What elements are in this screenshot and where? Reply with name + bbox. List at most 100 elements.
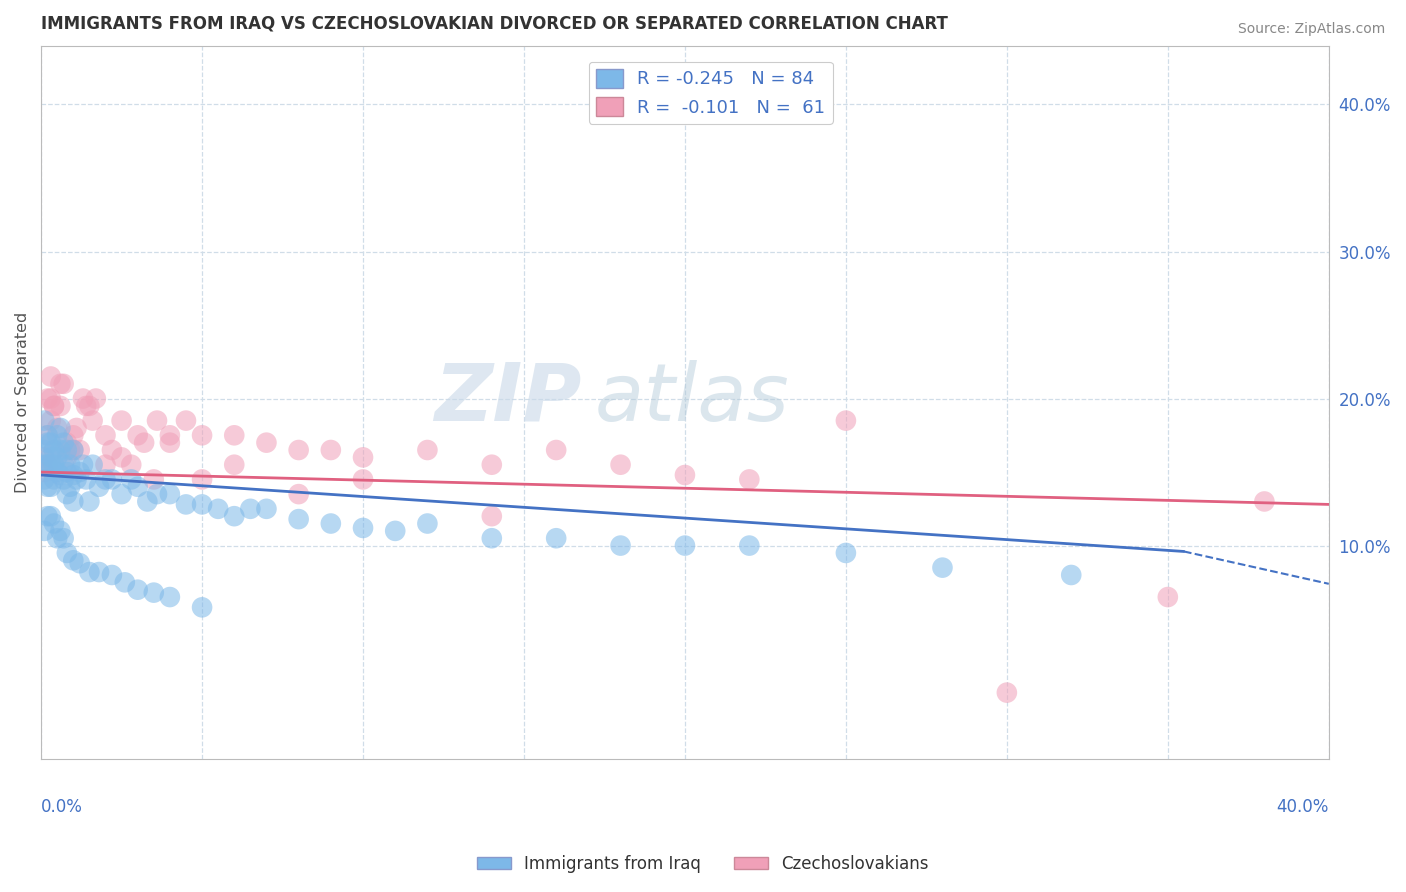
Point <box>42 399 65 413</box>
Point <box>110 414 132 428</box>
Point <box>416 442 439 457</box>
Point <box>52 531 75 545</box>
Point <box>159 487 181 501</box>
Y-axis label: Divorced or Separated: Divorced or Separated <box>15 311 30 493</box>
Point <box>352 450 374 465</box>
Point <box>546 531 568 545</box>
Point <box>34 524 56 538</box>
Point <box>84 392 107 406</box>
Point <box>69 556 91 570</box>
Point <box>120 458 142 472</box>
Point <box>481 509 503 524</box>
Point <box>114 575 136 590</box>
Point <box>42 442 65 457</box>
Point <box>101 568 124 582</box>
Point <box>42 472 65 486</box>
Point <box>191 472 214 486</box>
Point <box>34 458 56 472</box>
Point <box>49 421 72 435</box>
Point <box>69 465 91 479</box>
Point <box>37 509 59 524</box>
Point <box>37 428 59 442</box>
Point <box>79 494 101 508</box>
Point <box>49 468 72 483</box>
Point <box>56 435 79 450</box>
Point <box>142 472 165 486</box>
Point <box>1157 590 1180 604</box>
Point <box>738 539 761 553</box>
Point <box>39 509 62 524</box>
Point <box>287 487 309 501</box>
Point <box>127 582 149 597</box>
Text: ZIP: ZIP <box>434 359 582 438</box>
Point <box>673 468 696 483</box>
Point <box>65 472 87 486</box>
Point <box>835 546 858 560</box>
Point <box>62 442 84 457</box>
Point <box>34 442 56 457</box>
Point <box>134 435 156 450</box>
Point <box>39 414 62 428</box>
Point <box>42 516 65 531</box>
Point <box>94 428 117 442</box>
Point <box>191 600 214 615</box>
Point <box>224 428 246 442</box>
Point <box>56 465 79 479</box>
Point <box>39 369 62 384</box>
Point <box>673 539 696 553</box>
Point <box>352 472 374 486</box>
Point <box>94 472 117 486</box>
Legend: Immigrants from Iraq, Czechoslovakians: Immigrants from Iraq, Czechoslovakians <box>471 848 935 880</box>
Point <box>79 399 101 413</box>
Point <box>72 458 94 472</box>
Point <box>1060 568 1083 582</box>
Point <box>46 465 69 479</box>
Point <box>62 442 84 457</box>
Point <box>609 539 631 553</box>
Point <box>224 509 246 524</box>
Point <box>416 516 439 531</box>
Point <box>319 442 342 457</box>
Point <box>159 428 181 442</box>
Point <box>49 442 72 457</box>
Text: atlas: atlas <box>595 359 790 438</box>
Point <box>62 553 84 567</box>
Point <box>174 414 197 428</box>
Point <box>46 450 69 465</box>
Point <box>62 428 84 442</box>
Point <box>46 421 69 435</box>
Point <box>37 458 59 472</box>
Point <box>34 465 56 479</box>
Point <box>39 435 62 450</box>
Point <box>352 521 374 535</box>
Point <box>1253 494 1275 508</box>
Point <box>127 428 149 442</box>
Point <box>101 442 124 457</box>
Point <box>65 421 87 435</box>
Point <box>37 428 59 442</box>
Point <box>191 497 214 511</box>
Point <box>159 435 181 450</box>
Point <box>319 516 342 531</box>
Point <box>239 501 262 516</box>
Point <box>56 442 79 457</box>
Point <box>931 560 953 574</box>
Point <box>62 494 84 508</box>
Point <box>59 442 82 457</box>
Point <box>384 524 406 538</box>
Legend: R = -0.245   N = 84, R =  -0.101   N =  61: R = -0.245 N = 84, R = -0.101 N = 61 <box>589 62 832 124</box>
Point <box>42 399 65 413</box>
Point <box>37 458 59 472</box>
Point <box>191 428 214 442</box>
Point <box>56 450 79 465</box>
Point <box>75 472 97 486</box>
Point <box>609 458 631 472</box>
Point <box>59 458 82 472</box>
Point <box>49 524 72 538</box>
Point <box>52 435 75 450</box>
Point <box>546 442 568 457</box>
Point <box>174 497 197 511</box>
Point <box>82 414 104 428</box>
Point <box>94 458 117 472</box>
Point <box>287 512 309 526</box>
